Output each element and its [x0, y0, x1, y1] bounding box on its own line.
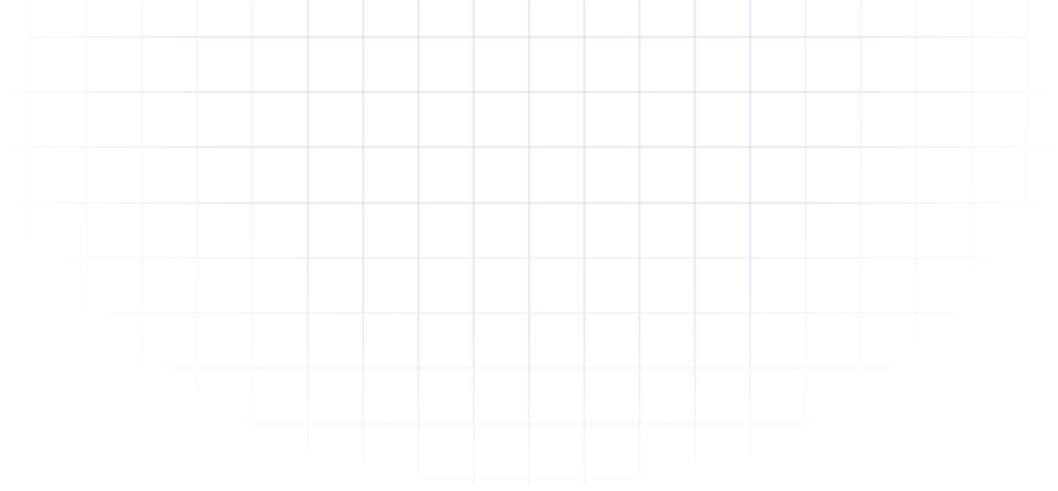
grid-vertical-lines — [30, 0, 1028, 485]
